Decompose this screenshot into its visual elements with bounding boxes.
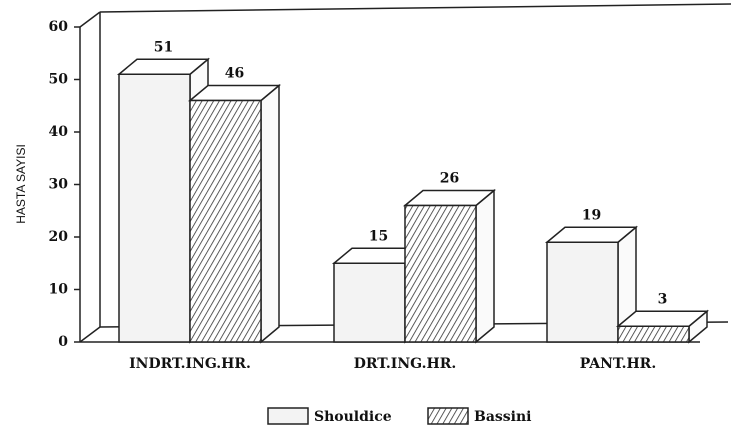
y-tick-label: 30 [49,177,69,193]
x-tick-label: INDRT.ING.HR. [129,356,251,372]
value-label: 46 [225,66,244,82]
value-label: 51 [154,39,173,55]
bar-side [260,83,280,344]
x-tick-label: DRT.ING.HR. [354,356,456,372]
value-label: 26 [440,171,459,187]
bar [617,325,690,343]
bar [404,204,477,343]
y-tick-label: 0 [58,334,68,350]
y-tick-label: 20 [49,229,69,245]
legend-label: Bassini [474,409,531,425]
bar-side [475,188,495,344]
legend-swatch [427,407,469,425]
value-label: 3 [658,291,668,307]
legend-label: Shouldice [314,409,392,425]
bar [546,241,619,343]
y-axis-label: HASTA SAYISI [14,144,28,224]
legend-swatch [267,407,309,425]
bar [333,262,406,343]
bar [118,73,191,343]
y-tick-label: 50 [49,72,69,88]
value-label: 19 [582,207,601,223]
y-tick-label: 60 [49,19,69,35]
y-tick-label: 40 [49,124,69,140]
y-tick-label: 10 [49,282,69,298]
bar [189,99,262,343]
value-label: 15 [369,228,388,244]
x-tick-label: PANT.HR. [580,356,656,372]
